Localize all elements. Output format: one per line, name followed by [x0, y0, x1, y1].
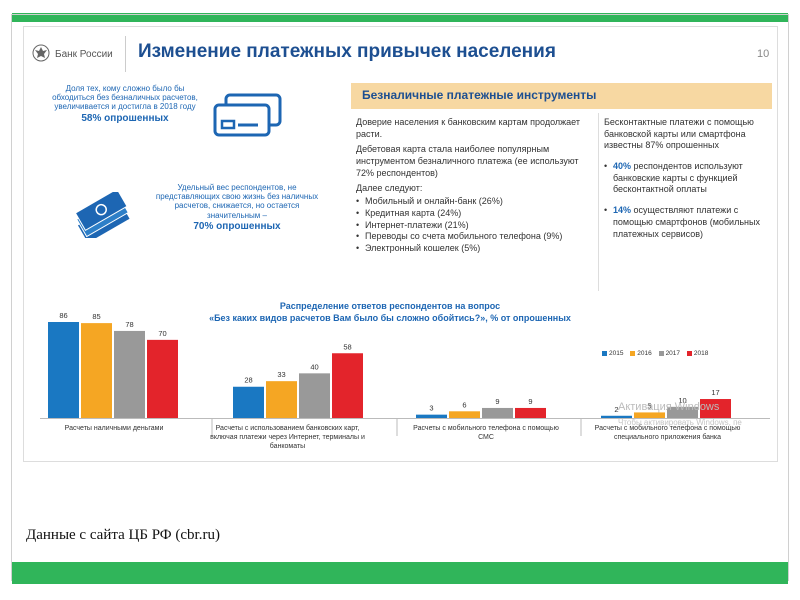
- page-number: 10: [757, 48, 770, 60]
- bar-2018-cat3: [700, 399, 731, 418]
- legend-item-2017: 2017: [654, 350, 680, 357]
- middle-column: Доверие населения к банковским картам пр…: [356, 117, 588, 255]
- bar-2016-cat2: [449, 411, 480, 418]
- bar-2017-cat1: [299, 373, 330, 418]
- data-label-2018-cat3: 17: [711, 388, 719, 397]
- bar-2015-cat2: [416, 414, 447, 418]
- data-label-2016-cat1: 33: [277, 370, 285, 379]
- chart-legend: 2015 2016 2017 2018: [597, 350, 708, 357]
- top-accent-band: [12, 13, 788, 22]
- right-column: Бесконтактные платежи с помощью банковск…: [604, 117, 774, 240]
- data-label-2017-cat2: 9: [495, 397, 499, 406]
- chart-title: Распределение ответов респондентов на во…: [160, 301, 620, 324]
- bar-2018-cat1: [332, 353, 363, 418]
- data-label-2018-cat1: 58: [343, 342, 351, 351]
- data-label-2015-cat0: 86: [59, 311, 67, 320]
- bar-chart: 86 85 78 70 28 33 40 58 3 6 9 9 2 5 10 17: [40, 300, 770, 460]
- data-label-2015-cat2: 3: [429, 404, 433, 413]
- data-label-2016-cat2: 6: [462, 400, 466, 409]
- data-label-2015-cat1: 28: [244, 376, 252, 385]
- chart-title-line-2: «Без каких видов расчетов Вам было бы сл…: [209, 312, 571, 323]
- legend-label-2018: 2018: [693, 350, 709, 357]
- column-divider: [598, 113, 599, 291]
- data-label-2016-cat3: 5: [647, 401, 651, 410]
- activation-watermark-title: Активация Windows: [618, 401, 720, 413]
- list-item: Кредитная карта (24%): [356, 208, 588, 220]
- legend-swatch-2017: [658, 350, 664, 356]
- data-label-2015-cat3: 2: [614, 405, 618, 414]
- list-item: Мобильный и онлайн-банк (26%): [356, 196, 588, 208]
- legend-label-2015: 2015: [609, 350, 624, 357]
- bar-2018-cat2: [515, 407, 546, 418]
- middle-list: Мобильный и онлайн-банк (26%) Кредитная …: [356, 196, 588, 254]
- bottom-accent-band: [12, 562, 788, 584]
- legend-swatch-2016: [630, 350, 636, 356]
- category-label-cards: Расчеты с использованием банковских карт…: [210, 425, 365, 450]
- data-label-2018-cat0: 70: [158, 329, 166, 338]
- bar-2017-cat2: [482, 407, 513, 418]
- section-header: Безналичные платежные инструменты: [351, 83, 772, 109]
- data-label-2017-cat1: 40: [310, 362, 318, 371]
- left-stat-1-text: Доля тех, кому сложно было бы обходиться…: [52, 84, 198, 112]
- left-stat-2-highlight: 70% опрошенных: [193, 220, 281, 232]
- left-stat-1-highlight: 58% опрошенных: [81, 112, 169, 124]
- logo-text: Банк России: [55, 49, 113, 60]
- legend-swatch-2018: [686, 350, 692, 356]
- legend-swatch-2015: [602, 350, 607, 356]
- list-item: Переводы со счета мобильного телефона (9…: [356, 231, 588, 243]
- right-list: 40% респондентов используют банковские к…: [604, 161, 774, 240]
- legend-label-2017: 2017: [665, 350, 681, 357]
- middle-p1: Доверие населения к банковским картам пр…: [356, 117, 580, 139]
- category-label-app: Расчеты с мобильного телефона с помощью …: [594, 425, 741, 441]
- list-item: Электронный кошелек (5%): [356, 243, 588, 255]
- cash-stack-icon: [68, 188, 136, 243]
- bar-2016-cat1: [266, 381, 297, 418]
- bar-2017-cat3: [667, 406, 698, 418]
- legend-label-2016: 2016: [637, 350, 652, 357]
- legend-item-2015: 2015: [597, 350, 623, 357]
- bar-2016-cat3: [634, 412, 665, 418]
- right-p1: Бесконтактные платежи с помощью банковск…: [604, 117, 754, 151]
- category-label-sms: Расчеты с мобильного телефона с помощью …: [413, 425, 559, 441]
- legend-item-2016: 2016: [625, 350, 652, 357]
- slide-caption: Данные с сайта ЦБ РФ (cbr.ru): [26, 527, 220, 543]
- right-b1-pct: 40%: [613, 161, 632, 172]
- left-stat-1: Доля тех, кому сложно было бы обходиться…: [50, 84, 200, 124]
- right-b2-text: осуществляют платежи с помощью смартфоно…: [613, 205, 760, 239]
- list-item: 14% осуществляют платежи с помощью смарт…: [604, 205, 774, 240]
- bank-eagle-logo-icon: [32, 44, 50, 62]
- bar-2016-cat0: [81, 323, 112, 418]
- chart-title-line-1: Распределение ответов респондентов на во…: [279, 301, 501, 311]
- bar-2015-cat3: [601, 415, 632, 418]
- left-stat-2-text: Удельный вес респондентов, не представля…: [155, 183, 319, 220]
- chart-svg: 86 85 78 70 28 33 40 58 3 6 9 9 2 5 10 17: [40, 311, 770, 436]
- right-b2-pct: 14%: [613, 205, 632, 216]
- data-label-2016-cat0: 85: [92, 312, 100, 321]
- middle-list-title: Далее следуют:: [356, 183, 423, 194]
- list-item: Интернет-платежи (21%): [356, 220, 588, 232]
- middle-p2: Дебетовая карта стала наиболее популярны…: [356, 144, 579, 178]
- right-b1-text: респондентов используют банковские карты…: [613, 161, 743, 195]
- category-label-cash: Расчеты наличными деньгами: [64, 425, 164, 432]
- bar-2015-cat1: [233, 386, 264, 418]
- activation-watermark-sub: Чтобы активировать Windows, пе: [618, 418, 742, 427]
- data-label-2017-cat3: 10: [678, 396, 686, 405]
- logo-divider: [125, 36, 126, 72]
- bar-2018-cat0: [147, 339, 178, 418]
- data-label-2018-cat2: 9: [528, 397, 532, 406]
- bank-card-icon: [212, 93, 284, 139]
- section-header-label: Безналичные платежные инструменты: [362, 88, 597, 102]
- slide-title: Изменение платежных привычек населения: [138, 41, 556, 62]
- bar-2015-cat0: [48, 322, 79, 418]
- legend-item-2018: 2018: [682, 350, 708, 357]
- bar-2017-cat0: [114, 330, 145, 418]
- data-label-2017-cat0: 78: [125, 320, 133, 329]
- left-stat-2: Удельный вес респондентов, не представля…: [152, 183, 322, 232]
- list-item: 40% респондентов используют банковские к…: [604, 161, 774, 196]
